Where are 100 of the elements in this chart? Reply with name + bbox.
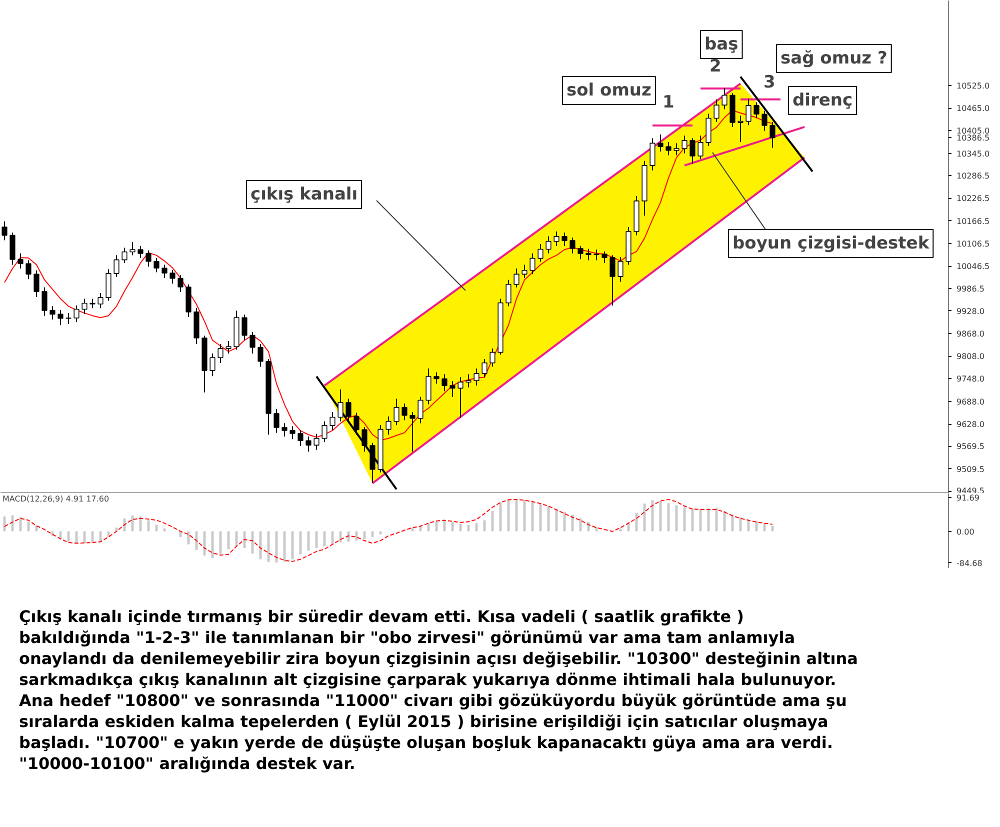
candlestick [522,264,528,278]
candlestick [154,257,160,273]
y-tick-label: 9688.0 [956,397,984,406]
candlestick [538,243,544,262]
candlestick [338,388,344,422]
candlestick [258,344,264,368]
y-tick-label: 10046.5 [956,262,990,272]
text: Çıkış kanalı içinde tırmanış bir süredir devam etti. Kısa vadeli ( saatlik grafikte ) bakıldığında "1-2-3" ile tanımlanan bir "obo zirvesi" görünümü var ama tam anlamıyla onaylandı da denilemeyebilir zira boyun çizgisinin açısı değişebilir. "10300" desteğinin altına sarkmadıkça çıkış kanalının alt çizgisine çarparak yukarıya dönme ihtimali hala bulunuyor. Ana hedef "10800" ve sonrasında "11000" civarı gibi gözüküyordu büyük görüntüde ama şu sıralarda eskiden kalma tepelerden ( Eylül 2015 ) birisine erişildiği için satıcılar oluşmaya başladı. "10700" e yakın yerde de düşüşte oluşan boşluk kapanacaktı güya ama ara verdi. "10000-10100" aralığında destek var. [19,606,858,774]
y-tick-label: 9569.5 [956,442,984,452]
candlestick [2,220,8,241]
candlestick [738,115,744,143]
candlestick [762,110,768,132]
y-tick-label: 91.69 [956,493,980,502]
candlestick [658,134,664,152]
annotation: sol omuz [566,80,652,100]
candlestick [74,305,80,323]
candlestick [594,249,600,261]
candlestick [482,358,488,378]
candlestick [274,408,280,434]
candlestick [578,245,584,260]
y-tick-label: 9986.5 [956,284,984,294]
annotation: 1 [662,92,674,112]
annotation: baş [704,34,738,54]
candlestick [354,412,360,436]
candlestick [362,426,368,452]
candlestick [714,98,720,123]
y-tick-label: 9868.0 [956,329,984,338]
candlestick [162,264,168,278]
candlestick [458,376,464,418]
annotation: 3 [764,72,776,92]
candlestick [138,245,144,258]
candlestick [770,122,776,148]
candlestick [178,274,184,292]
y-tick-label: 10345.0 [956,149,990,158]
candlestick [290,426,296,440]
candlestick [42,286,48,316]
candlestick [570,237,576,254]
candlestick [426,368,432,405]
candlestick [306,436,312,452]
y-tick-label: 9928.0 [956,306,984,316]
candlestick [250,331,256,354]
candlestick [722,88,728,110]
candlestick [554,231,560,246]
candlestick [442,374,448,392]
candlestick [298,430,304,446]
y-tick-label: 0.00 [956,527,974,536]
candlestick [690,138,696,164]
candlestick [754,102,760,119]
candlestick [666,142,672,156]
candlestick [98,292,104,309]
y-tick-label: 10405.0 [956,126,990,136]
annotation: sağ omuz ? [780,48,888,68]
candlestick [330,411,336,431]
candlestick [130,242,136,256]
candlestick [530,252,536,275]
candlestick [226,340,232,354]
candlestick [418,396,424,424]
candlestick [26,260,32,280]
candlestick [466,374,472,388]
y-tick-label: 10166.5 [956,216,990,226]
y-tick-label: 10386.5 [956,134,990,143]
annotation: çıkış kanalı [250,184,358,204]
y-tick-label: 9509.5 [956,464,984,474]
candlestick [698,135,704,160]
y-tick-label: 10465.0 [956,104,990,114]
annotation: 2 [710,56,722,76]
candlestick [602,251,608,264]
candlestick [394,398,400,426]
candlestick [402,403,408,421]
candlestick [514,268,520,288]
y-tick-label: 10226.5 [956,194,990,204]
candlestick [90,298,96,309]
candlestick [242,314,248,341]
candlestick [122,247,128,264]
candlestick [282,422,288,437]
y-tick-label: 10286.5 [956,171,990,180]
candlestick [34,270,40,298]
candlestick [746,98,752,126]
candlestick [18,252,24,270]
candlestick [146,250,152,268]
chart-title: MACD(12,26,9) 4.91 17.60 [2,494,110,504]
candlestick [674,142,680,156]
candlestick [434,372,440,384]
annotation: direnç [792,90,853,110]
candlestick [546,236,552,254]
candlestick [346,398,352,422]
candlestick [314,433,320,450]
y-tick-label: 9808.0 [956,352,984,362]
candlestick [650,138,656,171]
candlestick [322,420,328,443]
candlestick [562,232,568,246]
annotation: boyun çizgisi-destek [732,234,930,254]
candlestick [490,348,496,368]
candlestick [618,256,624,282]
candlestick [66,312,72,325]
candlestick [82,298,88,314]
candlestick [474,368,480,386]
y-tick-label: 9628.0 [956,420,984,430]
candlestick [682,135,688,154]
candlestick [586,248,592,261]
